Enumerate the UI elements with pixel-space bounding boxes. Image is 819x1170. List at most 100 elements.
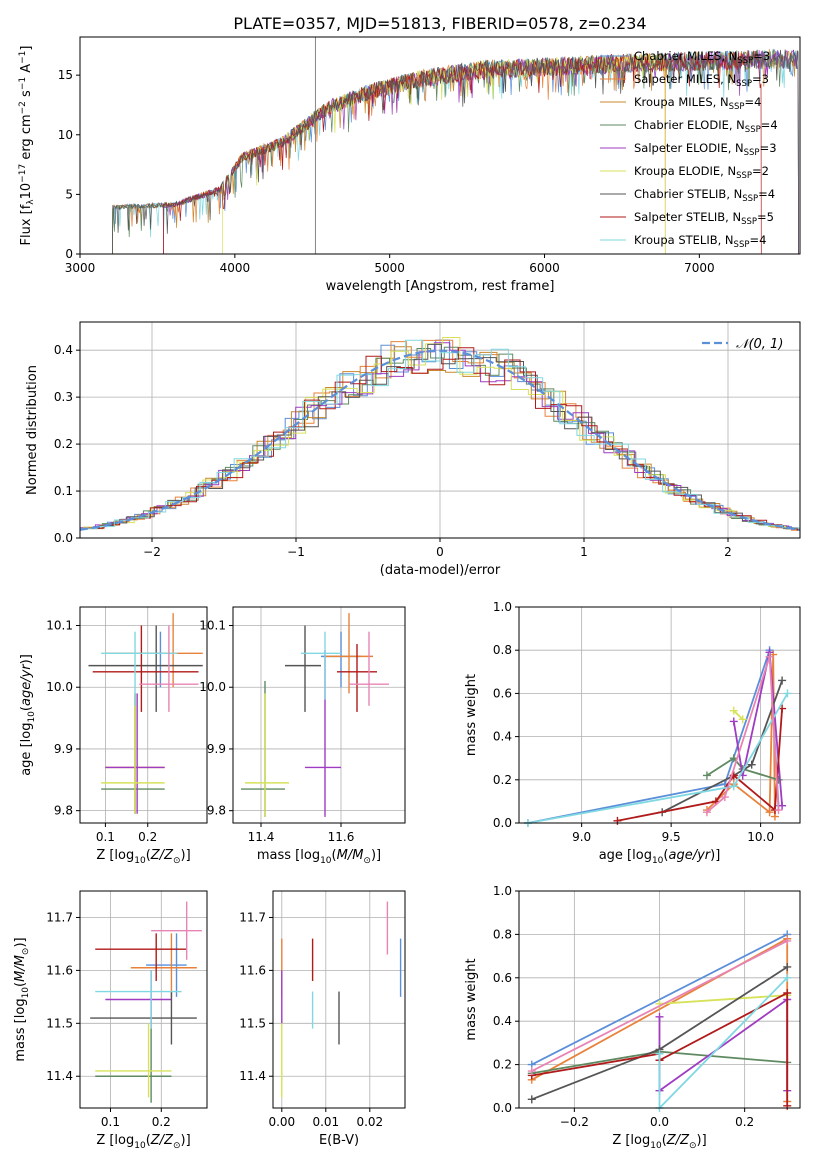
- axes-frame: [272, 890, 406, 1109]
- y-axis-label: age [log10(age/yr)]: [19, 654, 37, 776]
- y-tick-label: 10: [58, 128, 73, 142]
- legend-entry: Kroupa STELIB, NSSP=4: [634, 233, 766, 250]
- x-axis-label: E(B-V): [319, 1133, 359, 1148]
- x-tick-label: 0.02: [356, 1115, 383, 1129]
- weight-marker: [527, 1095, 536, 1104]
- panel-age-vs-Z: 0.1 0.29.89.910.010.1Z [log10(Z/Z⊙)]age […: [19, 606, 208, 866]
- y-tick-label: 0.0: [54, 531, 73, 545]
- x-tick-label: −2: [143, 545, 161, 559]
- math-part: ⊙: [21, 948, 31, 956]
- weight-line: [658, 977, 788, 1111]
- x-tick-label: 0.00: [268, 1115, 295, 1129]
- x-axis-label: Z [log10(Z/Z⊙)]: [612, 1133, 706, 1151]
- legend-nssp: =3: [753, 49, 770, 63]
- x-tick-label: 0.01: [312, 1115, 339, 1129]
- legend-n-sub: SSP: [745, 125, 761, 135]
- y-tick-label: 9.8: [207, 804, 226, 818]
- legend-entry: Salpeter MILES, NSSP=3: [634, 72, 769, 89]
- x-tick-label: 1: [580, 545, 588, 559]
- math-part: ⊙: [363, 856, 371, 866]
- y-tick-label: 0.4: [493, 1014, 512, 1028]
- math-part: −2: [18, 101, 28, 114]
- legend-nssp: =4: [761, 118, 778, 132]
- weight-marker: [655, 1012, 664, 1021]
- panel-mass-vs-EBV: 0.00 0.01 0.02 11.4 11.5 11.6 11.7 E(B-V): [239, 890, 406, 1148]
- y-tick-label: 11.4: [46, 1069, 73, 1083]
- y-tick-label: 0.8: [493, 643, 512, 657]
- y-tick-label: 0: [65, 247, 73, 261]
- legend-nssp: =3: [760, 141, 777, 155]
- math-part: 10: [27, 711, 37, 723]
- spectrum-line-salpeter-stelib: [163, 49, 762, 255]
- y-tick-label: 0.6: [493, 971, 512, 985]
- y-axis-label-text: mass weight: [464, 958, 479, 1040]
- x-axis-label: mass [log10(M/M⊙)]: [257, 848, 381, 866]
- y-tick-label: 10.1: [199, 619, 226, 633]
- legend-nssp: =4: [744, 95, 761, 109]
- x-tick-label: 4000: [220, 261, 251, 275]
- x-tick-label: 0.0: [650, 1115, 669, 1129]
- math-part: 10: [320, 856, 332, 866]
- y-axis-label: mass [log10(M/M⊙)]: [13, 937, 31, 1061]
- legend-n: , N: [728, 141, 744, 155]
- x-axis-label-text: Z [log: [96, 848, 134, 863]
- y-tick-label: 11.5: [46, 1016, 73, 1030]
- x-axis-label-text: E(B-V): [319, 1133, 359, 1148]
- gaussian-curve: [79, 349, 801, 531]
- legend-n-sub: SSP: [729, 102, 745, 112]
- weight-marker: [655, 1049, 664, 1058]
- y-axis-label: Flux [fλ10−17 erg cm−2 s−1 A−1]: [18, 46, 36, 246]
- axes-frame: [79, 606, 208, 824]
- legend-n: , N: [721, 49, 737, 63]
- legend-nssp: =4: [758, 187, 775, 201]
- legend-entry: Chabrier MILES, NSSP=3: [634, 49, 770, 66]
- weight-marker: [778, 676, 787, 685]
- legend-entry: Salpeter ELODIE, NSSP=3: [634, 141, 777, 158]
- legend-label: Salpeter ELODIE: [634, 141, 728, 155]
- x-axis-label: wavelength [Angstrom, rest frame]: [326, 279, 555, 294]
- math-part: −1: [18, 51, 28, 64]
- hist-salpeter-stelib: [88, 347, 800, 531]
- math-part: (: [146, 1133, 151, 1148]
- weight-marker: [783, 936, 792, 945]
- math-part: age/yr: [19, 663, 34, 706]
- legend-n: , N: [726, 187, 742, 201]
- x-tick-label: 9.5: [662, 830, 681, 844]
- legend-nssp: =5: [757, 210, 774, 224]
- y-axis-label-text: Flux [f: [19, 204, 34, 245]
- x-axis-label-text: mass [log: [257, 848, 320, 863]
- panel-mass-vs-Z: 0.1 0.211.411.511.611.7Z [log10(Z/Z⊙)]mas…: [13, 890, 208, 1151]
- legend-label: Kroupa STELIB: [634, 233, 718, 247]
- axes-frame: [518, 606, 801, 824]
- weight-marker: [765, 652, 774, 661]
- legend-entry: Kroupa ELODIE, NSSP=2: [634, 164, 769, 181]
- legend-entry: Salpeter STELIB, NSSP=5: [634, 210, 774, 227]
- axes-frame: [79, 890, 208, 1109]
- y-tick-label: 1.0: [493, 600, 512, 614]
- x-tick-label: 10.0: [747, 830, 774, 844]
- y-tick-label: 11.7: [46, 910, 73, 924]
- math-part: Z/Z: [666, 1133, 690, 1148]
- y-axis-label: mass weight: [464, 958, 479, 1040]
- panel-weight-vs-Z: −0.2 0.0 0.2 0.0 0.2 0.4 0.6 0.8 1.0 Z [log10(Z/Z…: [464, 884, 801, 1151]
- weight-marker: [783, 973, 792, 982]
- x-tick-label: −1: [287, 545, 305, 559]
- legend-entry: Chabrier STELIB, NSSP=4: [634, 187, 775, 204]
- math-part: ⊙: [173, 1141, 181, 1151]
- legend-n: , N: [713, 95, 729, 109]
- y-axis-label: Normed distribution: [25, 365, 40, 495]
- weight-line: [732, 652, 783, 806]
- weight-marker: [783, 1101, 792, 1110]
- weight-marker: [702, 808, 711, 817]
- legend-label: Chabrier ELODIE: [634, 118, 729, 132]
- hist-chabrier-stelib: [85, 343, 800, 531]
- legend-n-sub: SSP: [736, 171, 752, 181]
- weight-marker: [765, 808, 774, 817]
- axes-frame: [79, 321, 801, 539]
- y-axis-label-text: mass [log: [13, 998, 28, 1061]
- math-part: Z/Z: [150, 848, 174, 863]
- weight-marker: [774, 806, 783, 815]
- math-part: (: [13, 982, 28, 987]
- figure-title: PLATE=0357, MJD=51813, FIBERID=0578, z=0…: [233, 14, 646, 33]
